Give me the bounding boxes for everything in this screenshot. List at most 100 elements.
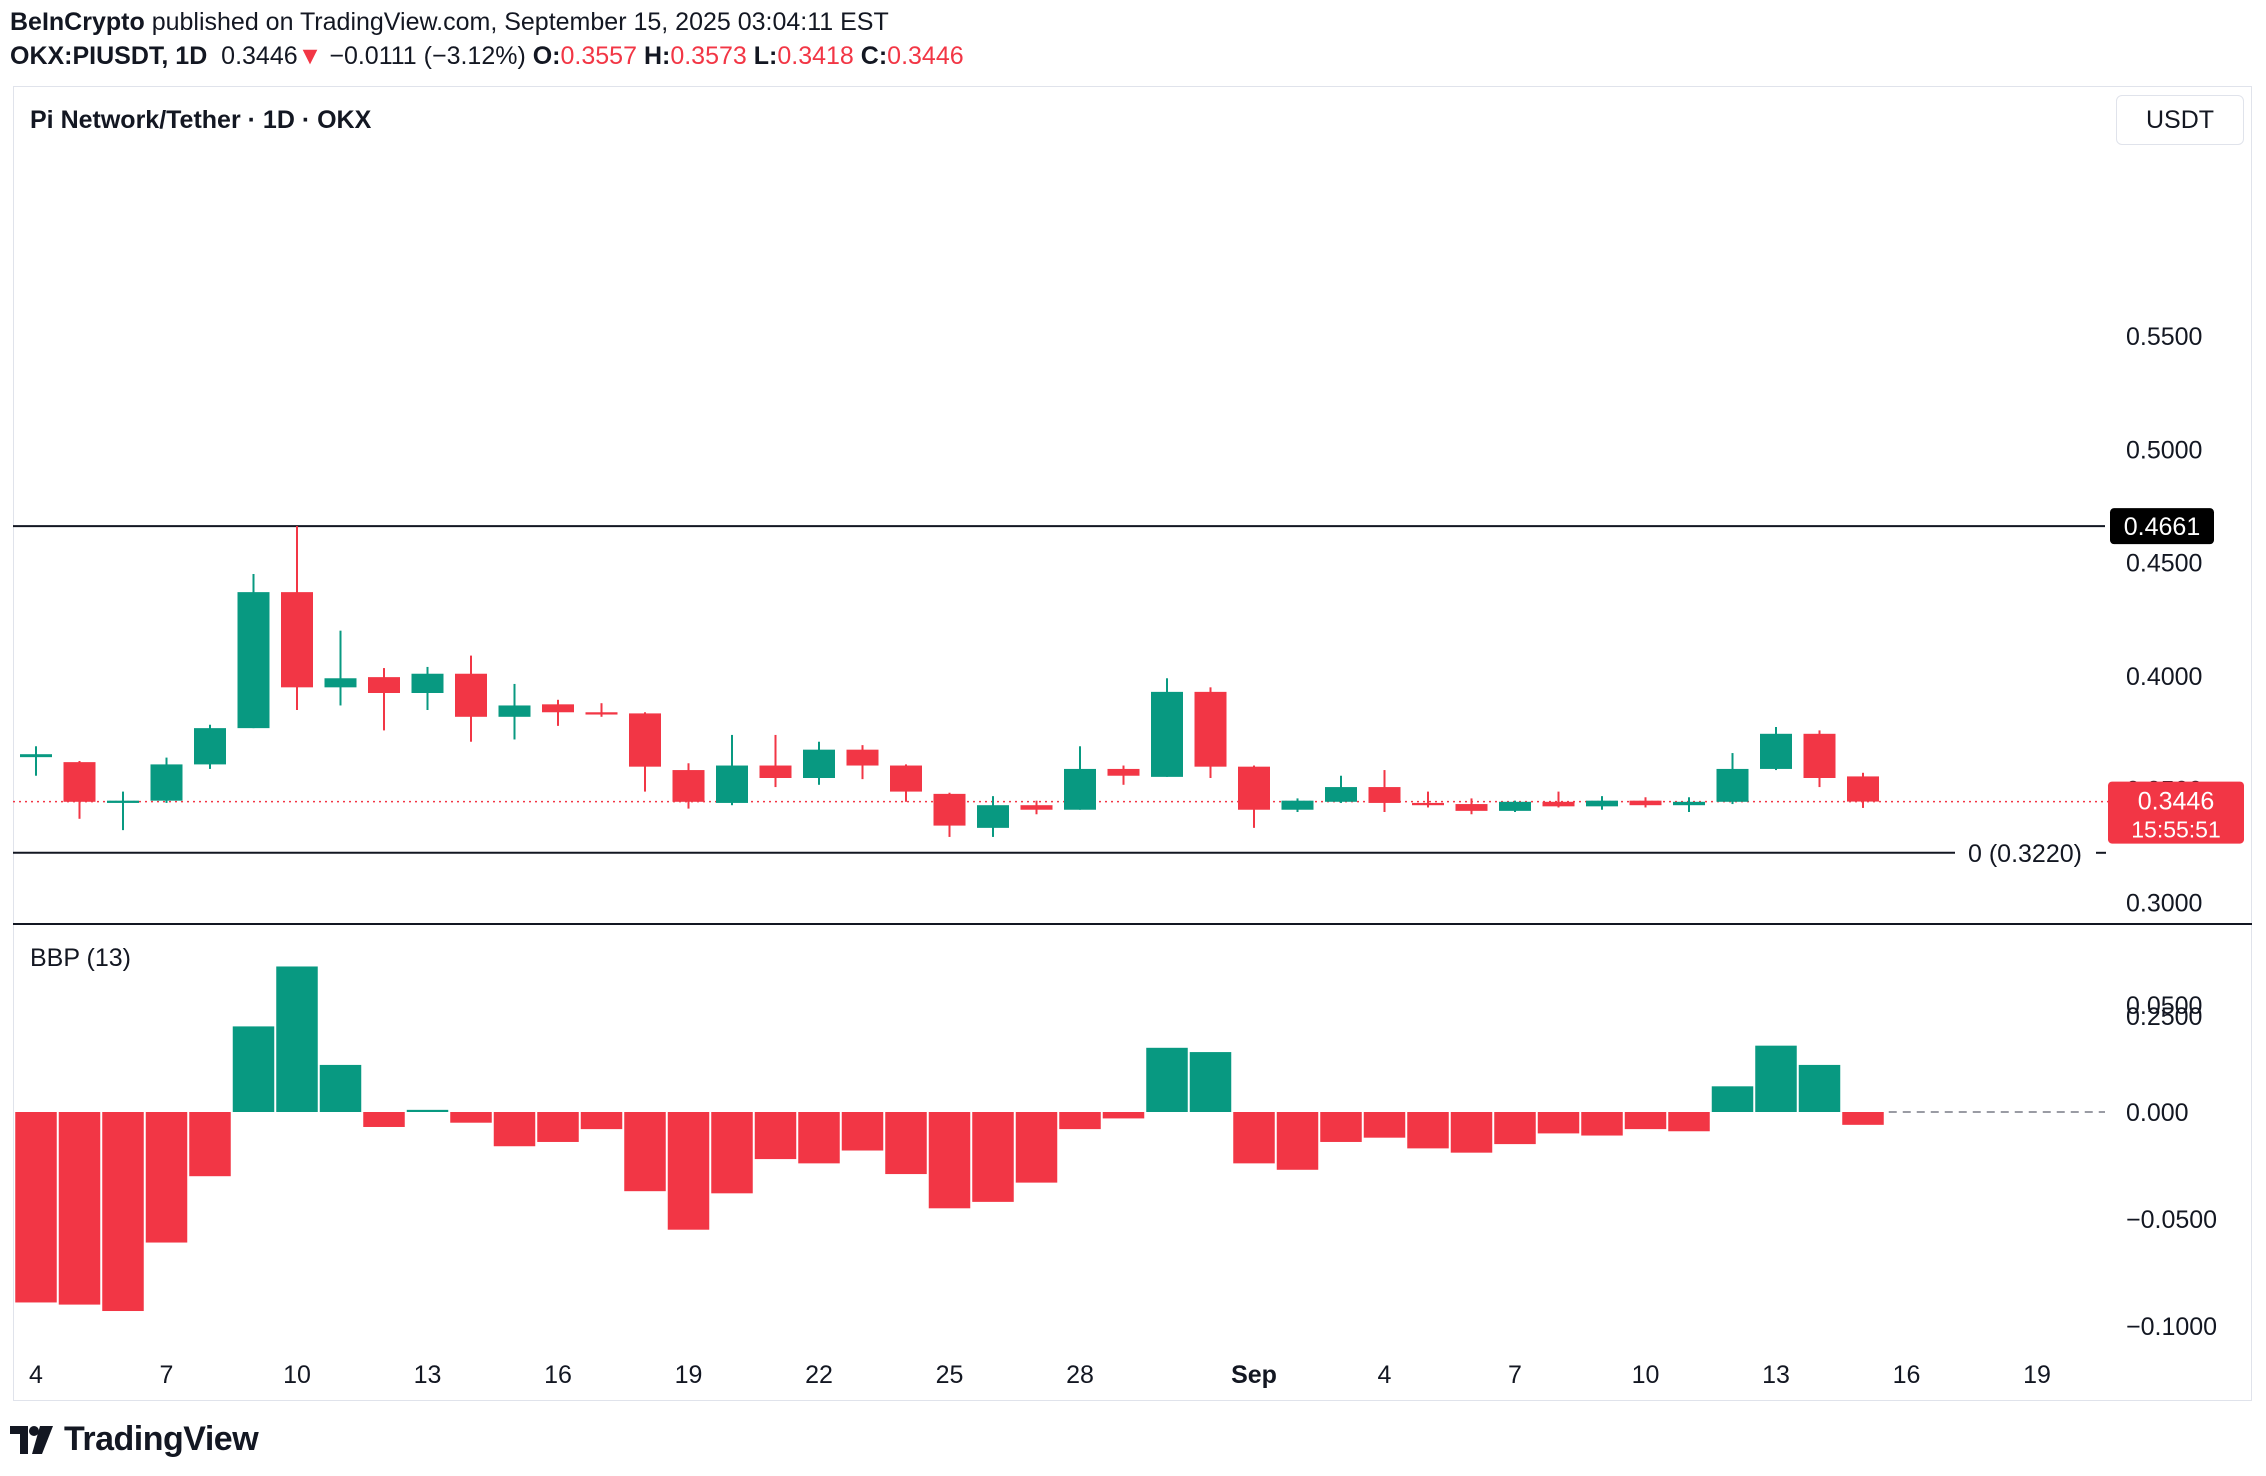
candle-body <box>237 592 270 729</box>
low-label: L: <box>753 42 778 70</box>
candle-body <box>542 704 574 713</box>
bbp-bar <box>189 1112 231 1177</box>
bbp-bar <box>537 1112 579 1142</box>
countdown-label: 15:55:51 <box>2131 817 2221 843</box>
x-axis-tick-label: 4 <box>29 1361 43 1389</box>
bbp-bar <box>493 1112 536 1147</box>
candle-body <box>1151 691 1183 777</box>
candle-body <box>1107 768 1140 776</box>
bbp-bar <box>624 1112 666 1192</box>
candle-body <box>890 765 922 792</box>
currency-button[interactable]: USDT <box>2116 95 2244 145</box>
published-text: published on TradingView.com, September … <box>151 8 889 36</box>
bbp-bar <box>1146 1047 1188 1112</box>
bbp-bar <box>1755 1045 1797 1112</box>
bbp-bar <box>1233 1112 1275 1164</box>
candle-body <box>1194 691 1227 767</box>
bbp-bar <box>319 1064 362 1112</box>
x-axis-tick-label: 19 <box>675 1361 703 1389</box>
close-value: 0.3446 <box>887 42 964 70</box>
tradingview-logo-text: TradingView <box>64 1420 259 1458</box>
bbp-bar <box>928 1112 971 1209</box>
indicator-title[interactable]: BBP (13) <box>30 944 131 972</box>
candle-body <box>20 754 52 758</box>
candle-body <box>1542 801 1575 807</box>
x-axis-tick-label: 10 <box>1632 1361 1660 1389</box>
bbp-axis-tick-label: 0.0500 <box>2126 992 2202 1020</box>
close-label: C: <box>860 42 888 70</box>
high-value: 0.3573 <box>670 42 747 70</box>
price-axis-tick-label: 0.5000 <box>2126 436 2202 464</box>
candle-body <box>1412 802 1444 806</box>
symbol-line: OKX:PIUSDT, 1D 0.3446▼ −0.0111 (−3.12%) … <box>10 42 964 71</box>
tradingview-logo[interactable]: TradingView <box>10 1420 259 1459</box>
candle-body <box>1020 805 1053 810</box>
publish-line: BeInCrypto published on TradingView.com,… <box>10 8 889 37</box>
candle-body <box>585 712 618 715</box>
candle-body <box>1716 768 1749 802</box>
candle-body <box>107 800 139 803</box>
candle-body <box>1368 787 1401 803</box>
bbp-bar <box>1624 1112 1667 1130</box>
price-axis-tick-label: 0.2500 <box>2126 1003 2202 1031</box>
bbp-bar <box>972 1112 1014 1202</box>
candle-body <box>716 765 748 803</box>
candle-body <box>803 749 835 778</box>
bbp-bar <box>1798 1064 1841 1112</box>
x-axis-tick-label: 13 <box>1762 1361 1790 1389</box>
bbp-bar <box>1537 1112 1580 1134</box>
bbp-bar <box>1668 1112 1710 1132</box>
symbol-label: OKX:PIUSDT, 1D <box>10 42 208 70</box>
candle-body <box>455 673 487 717</box>
price-axis-tick-label: 0.3000 <box>2126 890 2202 918</box>
resistance-level-label: 0.4661 <box>2124 513 2200 541</box>
x-axis-tick-label: 7 <box>160 1361 174 1389</box>
pane-title: Pi Network/Tether · 1D · OKX <box>30 106 372 134</box>
candle-body <box>194 728 226 765</box>
bbp-bar <box>1450 1112 1493 1153</box>
candle-body <box>1455 804 1488 811</box>
x-axis-tick-label: 22 <box>805 1361 833 1389</box>
candle-body <box>1847 776 1879 802</box>
low-value: 0.3418 <box>777 42 854 70</box>
x-axis-tick-label: 4 <box>1378 1361 1392 1389</box>
bbp-bar <box>232 1026 275 1112</box>
candle-body <box>1281 800 1314 810</box>
bbp-bar <box>1711 1086 1754 1112</box>
last-price-label: 0.3446 <box>2138 788 2214 816</box>
x-axis-tick-label: 25 <box>936 1361 964 1389</box>
candle-body <box>1803 733 1836 778</box>
bbp-bar <box>841 1112 884 1151</box>
bbp-bar <box>1407 1112 1449 1149</box>
bbp-bar <box>885 1112 927 1175</box>
change-arrow-icon: ▼ <box>297 42 323 70</box>
candle-body <box>1499 801 1531 811</box>
tradingview-logo-icon <box>10 1425 53 1454</box>
bbp-bar <box>1842 1112 1884 1125</box>
x-axis-tick-label: 7 <box>1508 1361 1522 1389</box>
last-price-text: 0.3446 <box>221 42 298 70</box>
bbp-bar <box>450 1112 492 1123</box>
candle-body <box>1629 800 1662 806</box>
last-price-badge <box>2108 781 2244 844</box>
bbp-bar <box>1189 1052 1232 1112</box>
publisher-name: BeInCrypto <box>10 8 145 36</box>
x-axis-tick-label: 19 <box>2023 1361 2051 1389</box>
candle-body <box>1586 800 1618 807</box>
bbp-bar <box>1363 1112 1406 1138</box>
bbp-bar <box>102 1112 144 1312</box>
axes: 0.55000.50000.45000.40000.35000.30000.25… <box>13 323 2252 1389</box>
bbp-bar <box>363 1112 405 1127</box>
bbp-bar <box>58 1112 101 1305</box>
candle-body <box>281 592 313 688</box>
resistance-level-badge <box>2110 508 2214 545</box>
candle-body <box>629 713 661 767</box>
candle-body <box>324 678 357 688</box>
candle-body <box>63 762 96 802</box>
candle-body <box>933 793 966 826</box>
open-label: O: <box>532 42 561 70</box>
candle-body <box>759 765 792 778</box>
bbp-pane <box>15 966 2105 1312</box>
bbp-bar <box>711 1112 753 1194</box>
